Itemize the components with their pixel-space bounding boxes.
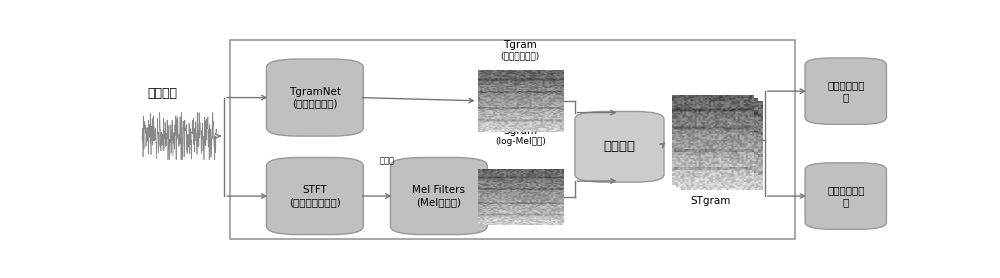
Text: 光谱图: 光谱图: [379, 156, 394, 165]
Text: TgramNet
(时间特征网络): TgramNet (时间特征网络): [289, 87, 341, 108]
Text: STFT
(短时傅里叶变换): STFT (短时傅里叶变换): [289, 185, 341, 207]
Text: (时间特征谱图): (时间特征谱图): [501, 51, 540, 60]
FancyBboxPatch shape: [230, 40, 795, 239]
FancyBboxPatch shape: [805, 163, 886, 229]
Text: (log-Mel谱图): (log-Mel谱图): [495, 137, 546, 146]
Text: Mel Filters
(Mel过滤器): Mel Filters (Mel过滤器): [412, 185, 465, 207]
Text: Sgram: Sgram: [503, 126, 537, 136]
Text: 无监督异音检
测: 无监督异音检 测: [827, 80, 864, 102]
Text: 原始音频: 原始音频: [147, 87, 177, 100]
Text: Tgram: Tgram: [503, 40, 537, 50]
Text: Log: Log: [484, 180, 499, 189]
FancyBboxPatch shape: [266, 59, 363, 136]
FancyBboxPatch shape: [805, 58, 886, 124]
Text: 特征融合: 特征融合: [603, 140, 635, 153]
FancyBboxPatch shape: [575, 111, 664, 182]
FancyBboxPatch shape: [266, 158, 363, 235]
Text: 有监督异音监
测: 有监督异音监 测: [827, 185, 864, 207]
Text: STgram: STgram: [690, 196, 730, 206]
FancyBboxPatch shape: [390, 158, 487, 235]
